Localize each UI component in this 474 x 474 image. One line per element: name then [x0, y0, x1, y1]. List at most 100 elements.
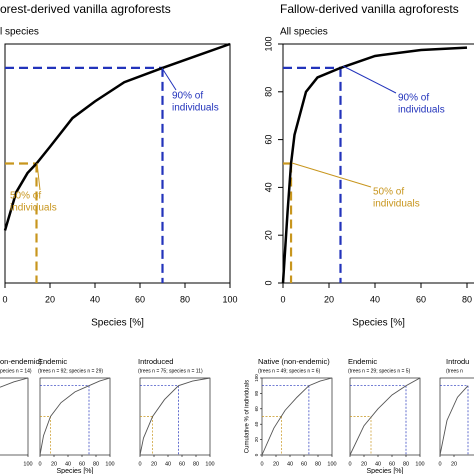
panel: Endemic (trees n = 92; species n = 29) 0 20… — [38, 357, 115, 474]
curve — [0, 377, 29, 388]
panel-subtitle: (trees n — [446, 368, 463, 374]
curve — [3, 42, 231, 231]
x-axis-label: Species [%] — [91, 318, 144, 329]
panel: Introdu (trees n 0 20 — [438, 357, 474, 467]
panel-subtitle: l species — [0, 27, 39, 38]
annotation-leader — [291, 162, 372, 188]
y-tick-label: 80 — [263, 87, 273, 97]
annotation: 90% of — [172, 91, 203, 102]
y-tick-label: 20 — [254, 437, 259, 443]
panel: Native (non-endemic) (trees n = 49; speci… — [245, 357, 337, 467]
x-tick-label: 60 — [135, 294, 145, 304]
x-tick-label: 40 — [165, 461, 171, 467]
panel-subtitle: (trees n = 75; species n = 11) — [138, 368, 203, 374]
x-tick-label: 0 — [438, 461, 441, 467]
y-tick-label: 0 — [263, 280, 273, 285]
x-tick-label: 0 — [38, 461, 41, 467]
panel-title: Fallow-derived vanilla agroforests — [280, 2, 459, 16]
x-tick-label: 20 — [273, 461, 279, 467]
x-tick-label: 40 — [65, 461, 71, 467]
panel: on-endemic)pecies n = 14)50100 — [0, 357, 42, 467]
annotation: individuals — [373, 199, 420, 210]
curve — [349, 377, 421, 456]
curve — [39, 377, 111, 456]
annotation-leader — [161, 67, 177, 91]
x-tick-label: 20 — [361, 461, 367, 467]
y-tick-label: 60 — [263, 135, 273, 145]
x-axis-label: Species [%] — [367, 468, 404, 474]
panel-title: Native (non-endemic) — [258, 357, 330, 366]
panel-title: Endemic — [38, 357, 67, 366]
x-axis-label: Species [%] — [57, 468, 94, 474]
x-tick-label: 0 — [2, 294, 7, 304]
y-tick-label: 100 — [254, 374, 259, 382]
x-tick-label: 40 — [370, 294, 380, 304]
x-tick-label: 20 — [151, 461, 157, 467]
panel-title: Introdu — [446, 357, 469, 366]
panel-subtitle: (trees n = 92; species n = 29) — [38, 368, 103, 374]
x-tick-label: 80 — [193, 461, 199, 467]
panel: Fallow-derived vanilla agroforests All sp… — [263, 2, 474, 329]
x-tick-label: 20 — [51, 461, 57, 467]
annotation: individuals — [172, 103, 219, 114]
curve — [281, 46, 468, 284]
annotation: individuals — [398, 105, 445, 116]
annotation: 50% of — [10, 191, 41, 202]
x-tick-label: 80 — [462, 294, 472, 304]
x-tick-label: 60 — [79, 461, 85, 467]
y-tick-label: 40 — [263, 182, 273, 192]
annotation: 90% of — [398, 93, 429, 104]
x-tick-label: 100 — [415, 461, 424, 467]
x-tick-label: 60 — [389, 461, 395, 467]
x-tick-label: 80 — [93, 461, 99, 467]
plot-frame — [282, 43, 474, 284]
panel-title: orest-derived vanilla agroforests — [0, 2, 171, 16]
panel-title: Endemic — [348, 357, 377, 366]
x-tick-label: 100 — [205, 461, 214, 467]
x-tick-label: 80 — [180, 294, 190, 304]
x-tick-label: 60 — [179, 461, 185, 467]
y-tick-label: 0 — [254, 453, 259, 456]
y-tick-label: 80 — [254, 390, 259, 396]
panel: Introduced (trees n = 75; species n = 11)… — [138, 357, 215, 467]
x-tick-label: 100 — [105, 461, 114, 467]
panel-subtitle: (trees n = 49; species n = 6) — [258, 368, 321, 374]
y-tick-label: 40 — [254, 421, 259, 427]
panel-subtitle: (trees n = 29; species n = 5) — [348, 368, 411, 374]
x-tick-label: 100 — [23, 461, 32, 467]
x-tick-label: 0 — [260, 461, 263, 467]
panel: Endemic (trees n = 29; species n = 5) 0 20 4… — [348, 357, 425, 474]
y-tick-label: 20 — [263, 230, 273, 240]
x-tick-label: 20 — [324, 294, 334, 304]
x-tick-label: 0 — [138, 461, 141, 467]
x-tick-label: 0 — [280, 294, 285, 304]
plot-frame — [0, 377, 29, 456]
x-axis-label: Species [%] — [352, 318, 405, 329]
panel-subtitle: All species — [280, 27, 328, 38]
curve — [261, 377, 333, 456]
plot-frame — [4, 43, 231, 284]
panel-subtitle: pecies n = 14) — [0, 368, 32, 374]
x-tick-label: 40 — [287, 461, 293, 467]
x-tick-label: 40 — [375, 461, 381, 467]
x-tick-label: 80 — [403, 461, 409, 467]
x-tick-label: 0 — [348, 461, 351, 467]
panel-title: Introduced — [138, 357, 173, 366]
x-tick-label: 60 — [416, 294, 426, 304]
x-tick-label: 20 — [45, 294, 55, 304]
annotation: 50% of — [373, 187, 404, 198]
curve — [439, 385, 469, 456]
panel: orest-derived vanilla agroforests l speci… — [0, 2, 238, 328]
panel-title: on-endemic) — [0, 357, 42, 366]
y-tick-label: 100 — [263, 36, 273, 51]
x-tick-label: 20 — [451, 461, 457, 467]
annotation: individuals — [10, 203, 57, 214]
curve — [139, 377, 211, 456]
x-tick-label: 40 — [90, 294, 100, 304]
plot-frame — [439, 377, 474, 456]
x-tick-label: 100 — [327, 461, 336, 467]
x-tick-label: 80 — [315, 461, 321, 467]
x-tick-label: 60 — [301, 461, 307, 467]
y-tick-label: 60 — [254, 406, 259, 412]
